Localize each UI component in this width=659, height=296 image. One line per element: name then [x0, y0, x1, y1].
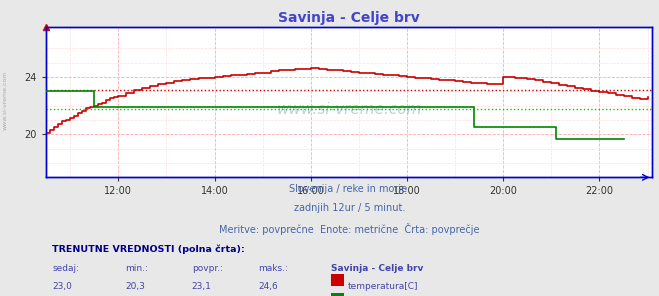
Text: zadnjih 12ur / 5 minut.: zadnjih 12ur / 5 minut. — [293, 203, 405, 213]
Text: Savinja - Celje brv: Savinja - Celje brv — [331, 263, 424, 273]
Title: Savinja - Celje brv: Savinja - Celje brv — [278, 12, 420, 25]
Text: www.si-vreme.com: www.si-vreme.com — [277, 102, 422, 117]
Text: min.:: min.: — [125, 263, 148, 273]
Text: 23,1: 23,1 — [192, 282, 212, 291]
Text: 24,6: 24,6 — [258, 282, 278, 291]
Text: www.si-vreme.com: www.si-vreme.com — [3, 71, 8, 131]
Text: Meritve: povprečne  Enote: metrične  Črta: povprečje: Meritve: povprečne Enote: metrične Črta:… — [219, 223, 480, 235]
Text: sedaj:: sedaj: — [52, 263, 79, 273]
Text: 23,0: 23,0 — [52, 282, 72, 291]
Text: TRENUTNE VREDNOSTI (polna črta):: TRENUTNE VREDNOSTI (polna črta): — [52, 245, 245, 255]
Bar — [331, 274, 345, 287]
Text: maks.:: maks.: — [258, 263, 288, 273]
Text: povpr.:: povpr.: — [192, 263, 223, 273]
Text: 20,3: 20,3 — [125, 282, 145, 291]
Text: temperatura[C]: temperatura[C] — [348, 282, 418, 291]
Bar — [331, 293, 345, 296]
Text: Slovenija / reke in morje.: Slovenija / reke in morje. — [289, 184, 410, 194]
